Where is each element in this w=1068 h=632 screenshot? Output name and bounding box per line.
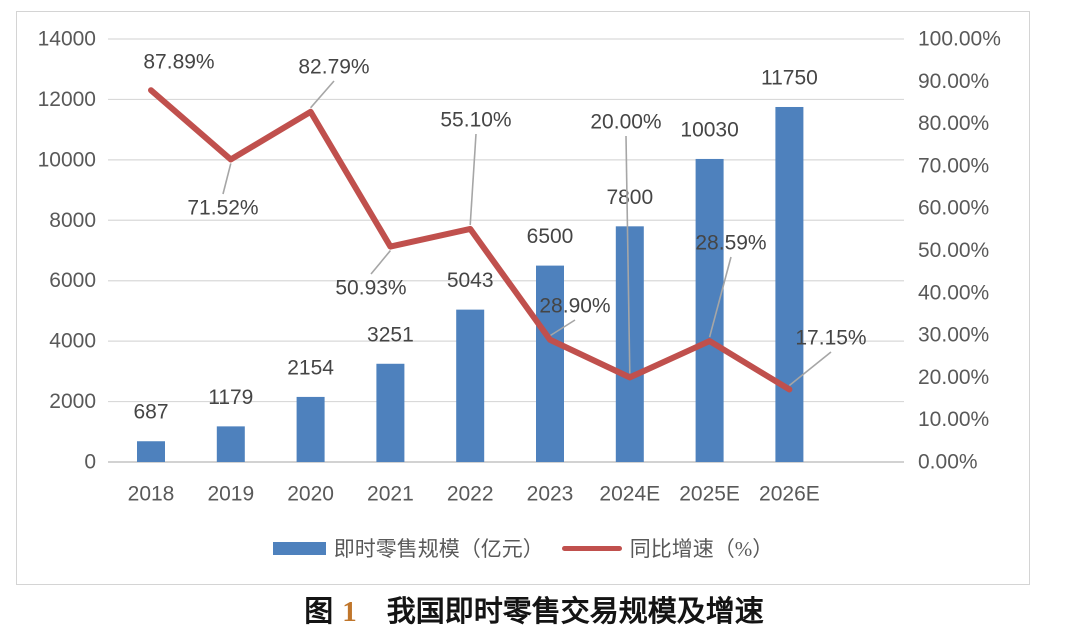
legend-line-swatch [561,545,622,551]
left-axis-tick-label: 0 [84,451,96,474]
bar-2025E [695,158,724,462]
right-axis-tick-label: 60.00% [918,197,989,220]
bar-value-label: 11750 [761,66,818,89]
label-leader-line [625,135,631,374]
category-label: 2019 [207,483,254,506]
bar-2022 [456,309,485,462]
bar-value-label: 2154 [287,356,334,379]
category-label: 2025E [679,483,740,506]
growth-line [148,87,793,393]
right-axis-tick-label: 0.00% [918,451,978,474]
label-leader-line [549,319,576,337]
growth-value-label: 17.15% [795,327,866,350]
category-label: 2022 [447,483,494,506]
right-axis-tick-label: 40.00% [918,281,989,304]
bar-value-label: 1179 [208,386,253,409]
chart-plot-area: 0 2000 4000 6000 8000 10000 12000 14000 0.00% 10.… [38,28,1001,506]
bar-2020 [296,396,325,462]
bar-value-label: 687 [133,401,168,424]
left-axis-tick-label: 10000 [38,148,96,171]
growth-value-label: 71.52% [187,197,258,220]
label-leader-line [309,80,335,109]
right-axis-tick-label: 80.00% [918,112,989,135]
right-axis-tick-label: 50.00% [918,239,989,262]
label-leader-line [469,133,477,225]
growth-value-label: 82.79% [298,56,369,79]
left-axis-tick-label: 6000 [49,269,96,292]
growth-value-label: 87.89% [143,51,214,74]
left-axis-tick-label: 4000 [49,330,96,353]
label-leader-line [788,351,832,387]
right-axis-tick-label: 10.00% [918,408,989,431]
caption-title: 我国即时零售交易规模及增速 [386,596,764,628]
label-leader-line [222,163,232,195]
figure-caption: 图 1 我国即时零售交易规模及增速 [0,588,1068,630]
category-label: 2024E [599,483,660,506]
bar-2023 [536,265,564,462]
chart-legend: 即时零售规模（亿元） 同比增速（%） [17,533,1029,563]
left-axis-tick-label: 2000 [49,390,96,413]
right-axis-tick-label: 70.00% [918,154,989,177]
right-axis-tick-label: 30.00% [918,324,989,347]
bar-2026E [775,106,804,462]
growth-value-label: 28.90% [539,295,610,318]
bar-value-label: 5043 [447,269,494,292]
bar-value-label: 10030 [680,118,738,141]
category-label: 2018 [128,483,175,506]
right-axis-tick-label: 20.00% [918,366,989,389]
left-axis-tick-label: 8000 [49,209,96,232]
label-leader-line [708,256,732,338]
bar-value-label: 6500 [527,225,574,248]
caption-prefix: 图 [304,596,334,628]
category-label: 2020 [287,483,334,506]
chart-frame: 0 2000 4000 6000 8000 10000 12000 14000 0.00% 10.… [16,11,1030,585]
caption-number: 1 [342,596,357,628]
right-axis-tick-label: 100.00% [918,28,1001,51]
growth-value-label: 50.93% [335,277,406,300]
category-label: 2026E [759,483,820,506]
bar-value-label: 3251 [367,323,414,346]
legend-bar-label: 即时零售规模（亿元） [333,537,544,561]
bar-2019 [216,426,245,462]
category-label: 2021 [367,483,414,506]
right-axis-tick-label: 90.00% [918,70,989,93]
category-label: 2023 [527,483,574,506]
legend-line-label: 同比增速（%） [629,537,774,561]
bar-2021 [376,363,405,462]
label-leader-line [370,250,392,275]
growth-value-label: 20.00% [590,111,661,134]
bar-value-label: 7800 [606,186,653,209]
legend-bar-swatch [272,541,326,555]
growth-value-label: 55.10% [440,109,511,132]
left-axis-tick-label: 14000 [38,28,96,51]
left-axis-tick-label: 12000 [38,88,96,111]
growth-value-label: 28.59% [695,232,766,255]
bar-2018 [137,441,165,462]
